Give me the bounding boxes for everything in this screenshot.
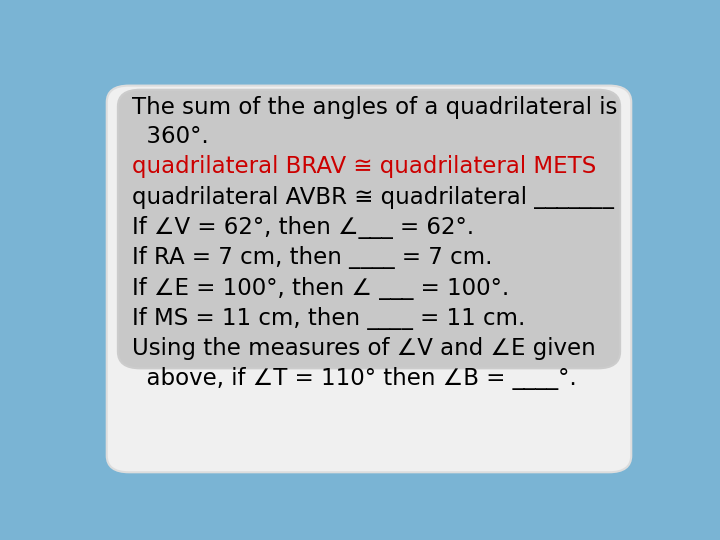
Text: quadrilateral BRAV ≅ quadrilateral METS: quadrilateral BRAV ≅ quadrilateral METS — [132, 155, 596, 178]
Text: Using the measures of ∠V and ∠E given
  above, if ∠T = 110° then ∠B = ____°.: Using the measures of ∠V and ∠E given ab… — [132, 338, 595, 389]
Text: If MS = 11 cm, then ____ = 11 cm.: If MS = 11 cm, then ____ = 11 cm. — [132, 307, 525, 330]
FancyBboxPatch shape — [107, 85, 631, 472]
FancyBboxPatch shape — [118, 90, 620, 368]
Text: If ∠E = 100°, then ∠ ___ = 100°.: If ∠E = 100°, then ∠ ___ = 100°. — [132, 276, 509, 300]
Text: The sum of the angles of a quadrilateral is
  360°.: The sum of the angles of a quadrilateral… — [132, 96, 617, 148]
Text: If RA = 7 cm, then ____ = 7 cm.: If RA = 7 cm, then ____ = 7 cm. — [132, 246, 492, 269]
Text: If ∠V = 62°, then ∠___ = 62°.: If ∠V = 62°, then ∠___ = 62°. — [132, 216, 474, 239]
Text: quadrilateral AVBR ≅ quadrilateral _______: quadrilateral AVBR ≅ quadrilateral _____… — [132, 186, 613, 208]
